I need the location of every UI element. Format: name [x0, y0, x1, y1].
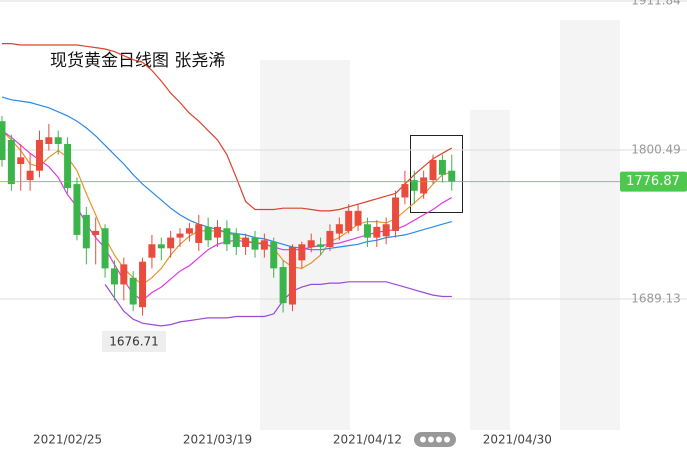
candle-body [401, 184, 409, 198]
x-tick-label: 2021/04/12 [333, 433, 402, 447]
candle-body [214, 226, 222, 238]
candle-body [204, 226, 212, 241]
pager[interactable] [414, 432, 456, 447]
candle-body [223, 228, 231, 245]
x-tick-label: 2021/04/30 [483, 433, 552, 447]
candle-body [335, 224, 343, 234]
candle-body [242, 237, 250, 247]
low-label-box [102, 331, 166, 352]
candle-body [260, 240, 268, 250]
candle-body [354, 210, 362, 226]
indicator-line [104, 281, 452, 327]
candle-body [92, 230, 100, 235]
candle-body [35, 139, 43, 171]
candle-body [17, 157, 25, 165]
candle-body [420, 177, 428, 194]
low-label: 1676.71 [109, 335, 159, 349]
candle-body [176, 233, 184, 238]
candle-body [382, 224, 390, 237]
candle-body [345, 210, 353, 231]
y-tick-label: 1911.84 [631, 0, 681, 8]
candle-body [317, 244, 325, 247]
candle-body [7, 139, 15, 185]
indicator-line [2, 43, 453, 212]
candle-body [438, 160, 446, 175]
x-tick-label: 2021/03/19 [183, 433, 252, 447]
candle-body [73, 184, 81, 235]
x-tick-label: 2021/02/25 [33, 433, 102, 447]
candle-body [373, 226, 381, 238]
candle-body [0, 121, 6, 161]
candle-body [448, 170, 456, 182]
candle-body [298, 244, 306, 261]
candle-body [288, 246, 296, 305]
candle-body [195, 224, 203, 243]
candle-body [251, 237, 259, 250]
candle-body [148, 244, 156, 258]
candle-body [232, 233, 240, 247]
y-tick-label: 1689.13 [631, 291, 681, 305]
highlight-box [410, 135, 463, 213]
candle-body [129, 277, 137, 305]
candle-body [110, 268, 118, 285]
candle-body [82, 214, 90, 249]
candle-body [307, 240, 315, 247]
candle-body [139, 261, 147, 308]
candle-body [279, 267, 287, 304]
candle-body [120, 264, 128, 285]
last-price-label: 1776.87 [626, 174, 680, 189]
candle-body [363, 224, 371, 238]
candle-body [410, 180, 418, 191]
candle-body [392, 197, 400, 231]
candle-body [270, 241, 278, 269]
last-price-box [620, 171, 687, 192]
y-tick-label: 1800.49 [631, 142, 681, 156]
candle-body [429, 160, 437, 181]
candle-body [54, 137, 62, 144]
candle-body [101, 228, 109, 269]
candle-body [45, 137, 53, 144]
candle-body [157, 244, 165, 249]
candle-body [64, 143, 72, 189]
candle-body [26, 170, 34, 181]
candle-body [326, 230, 334, 247]
candle-body [167, 237, 175, 249]
candle-body [185, 228, 193, 234]
